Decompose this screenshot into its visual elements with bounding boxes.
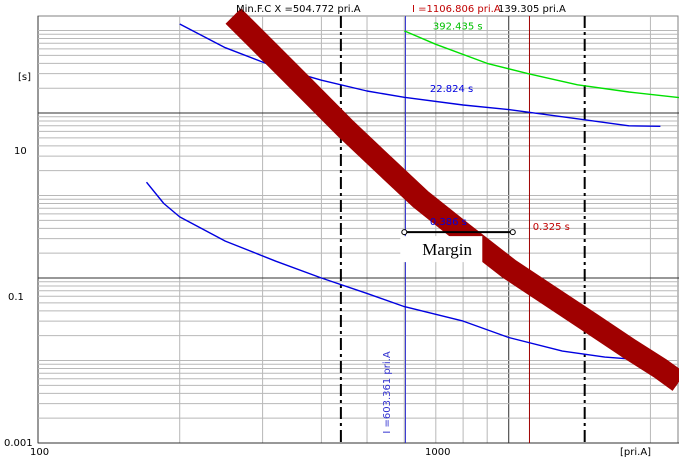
margin-dot-left	[401, 229, 408, 236]
header-min-fc: Min.F.C X =504.772 pri.A	[236, 4, 361, 15]
margin-marker: Margin	[400, 229, 516, 263]
annotation-label: I =603.361 pri.A	[382, 351, 393, 433]
annotation-label: 392.435 s	[433, 21, 483, 32]
x-unit-label: [pri.A]	[620, 447, 651, 457]
header-i-red: I =1106.806 pri.A	[412, 4, 501, 15]
annotation-label: 0.386 s	[430, 217, 467, 228]
relay-curve	[145, 181, 661, 362]
relay-curve	[404, 30, 679, 99]
x-tick-1000: 1000	[425, 447, 450, 457]
grid	[37, 15, 679, 444]
annotation-label: 22.824 s	[430, 84, 473, 95]
vertical-markers	[339, 16, 586, 443]
y-tick-10: 10	[14, 146, 27, 157]
y-tick-0.001: 0.001	[4, 438, 33, 449]
y-tick-0.1: 0.1	[8, 292, 24, 303]
margin-dot-right	[509, 229, 516, 236]
relay-curve	[179, 23, 661, 127]
annotation-label: 0.325 s	[533, 222, 570, 233]
margin-label-box	[400, 236, 483, 263]
header-i-black: 139.305 pri.A	[498, 4, 566, 15]
annotations: 392.435 s 22.824 s 0.386 s 0.325 s I =603.36…	[382, 21, 570, 433]
margin-label: Margin	[422, 240, 472, 259]
y-unit-label: [s]	[18, 72, 31, 83]
x-tick-100: 100	[30, 447, 49, 457]
